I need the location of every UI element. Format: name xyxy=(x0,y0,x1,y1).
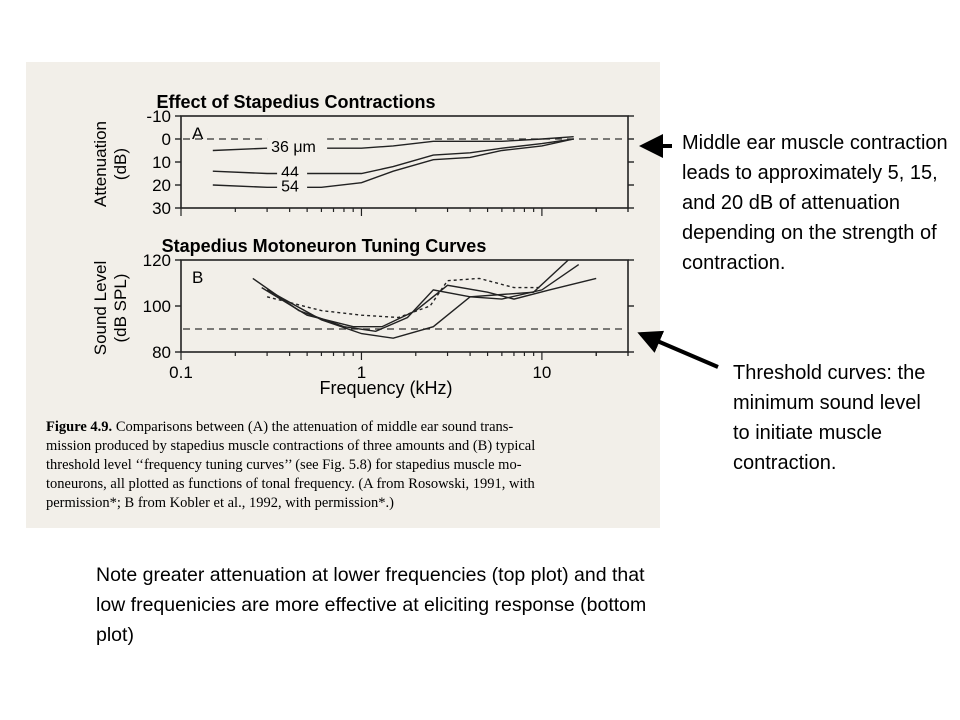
figure-caption-line-5: permission*; B from Kobler et al., 1992,… xyxy=(46,495,394,511)
series-label-a-0: 36 μm xyxy=(271,139,316,156)
figure-caption-lead: Figure 4.9. xyxy=(46,419,112,435)
figure-caption-line-1-text: Comparisons between (A) the attenuation … xyxy=(112,419,513,435)
x-tick-label-b: 10 xyxy=(532,363,551,382)
panel-b-title: Stapedius Motoneuron Tuning Curves xyxy=(162,236,487,256)
panel-a-title: Effect of Stapedius Contractions xyxy=(156,92,435,112)
y-tick-label-b: 80 xyxy=(152,343,171,362)
series-label-bg-a xyxy=(277,176,308,193)
annotation-threshold-note: Threshold curves: the minimum sound leve… xyxy=(733,362,926,474)
figure-svg: Effect of Stapedius Contractions A Atten… xyxy=(46,92,634,511)
y-tick-label-a: 10 xyxy=(152,153,171,172)
x-tick-label-b: 1 xyxy=(357,363,366,382)
y-tick-label-b: 100 xyxy=(143,297,171,316)
panel-a-ylabel-1: Attenuation xyxy=(91,121,110,207)
panel-b-ylabel-2: (dB SPL) xyxy=(111,274,130,343)
x-tick-label-b: 0.1 xyxy=(169,363,193,382)
panel-b-ylabel-1: Sound Level xyxy=(91,261,110,356)
scanned-figure: Effect of Stapedius Contractions A Atten… xyxy=(26,62,660,528)
series-label-bg-a xyxy=(267,137,328,154)
series-label-a-2: 54 xyxy=(281,178,299,195)
panel-a-label: A xyxy=(192,124,204,143)
y-tick-label-a: -10 xyxy=(146,107,171,126)
annotation-attenuation-note: Middle ear muscle contraction leads to a… xyxy=(682,132,948,274)
figure-caption-line-4: toneurons, all plotted as functions of t… xyxy=(46,476,536,492)
series-label-bg-a xyxy=(277,162,308,179)
y-tick-label-a: 30 xyxy=(152,199,171,218)
y-tick-label-a: 20 xyxy=(152,176,171,195)
annotation-bottom-note: Note greater attenuation at lower freque… xyxy=(96,564,647,646)
panel-b-label: B xyxy=(192,268,203,287)
figure-caption-line-1: Figure 4.9. Comparisons between (A) the … xyxy=(46,419,513,435)
arrow-to-panel-b xyxy=(637,330,719,369)
series-line-b-1 xyxy=(261,277,597,328)
figure-caption-line-2: mission produced by stapedius muscle con… xyxy=(46,438,535,454)
panel-b-plot: 80 100 120 0.1 1 10 xyxy=(143,251,634,382)
panel-b-xlabel: Frequency (kHz) xyxy=(319,378,452,398)
series-line-b-2 xyxy=(266,264,580,339)
figure-caption-line-3: threshold level ‘‘frequency tuning curve… xyxy=(46,457,522,473)
y-tick-label-a: 0 xyxy=(162,130,171,149)
series-line-b-3 xyxy=(266,277,542,319)
panel-a-ylabel-2: (dB) xyxy=(111,148,130,180)
y-tick-label-b: 120 xyxy=(143,251,171,270)
